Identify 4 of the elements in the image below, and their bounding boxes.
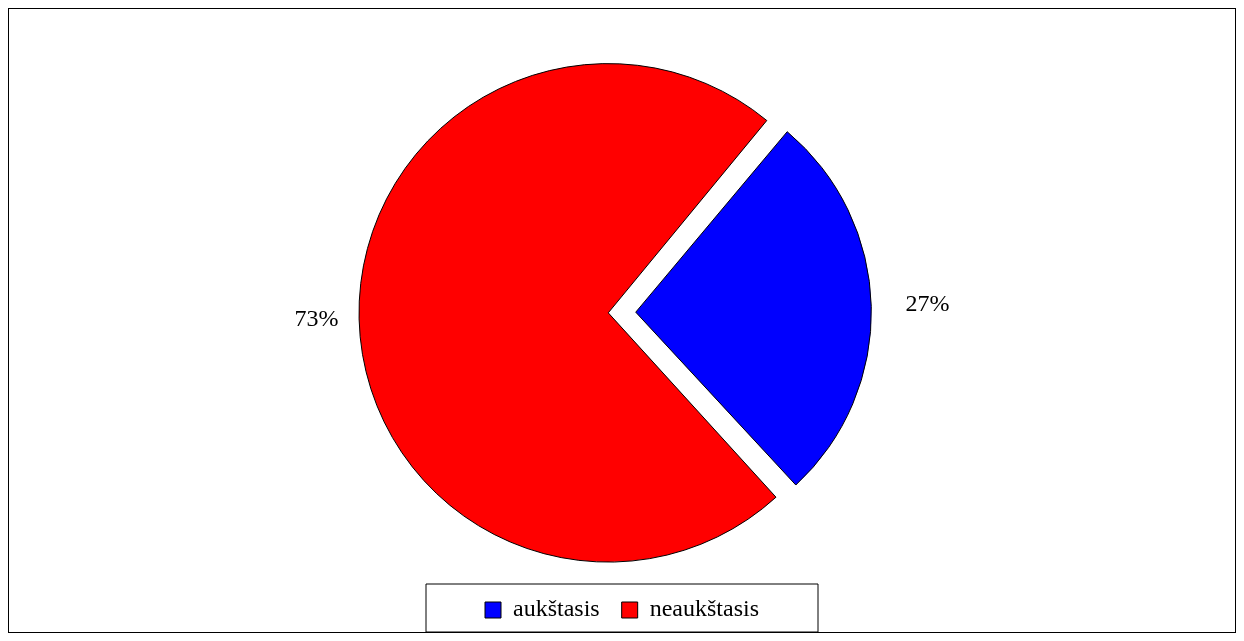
data-label: 27% [905,290,950,317]
data-label: 73% [294,305,339,332]
legend-label: aukštasis [513,595,600,622]
legend-label: neaukštasis [649,595,759,622]
